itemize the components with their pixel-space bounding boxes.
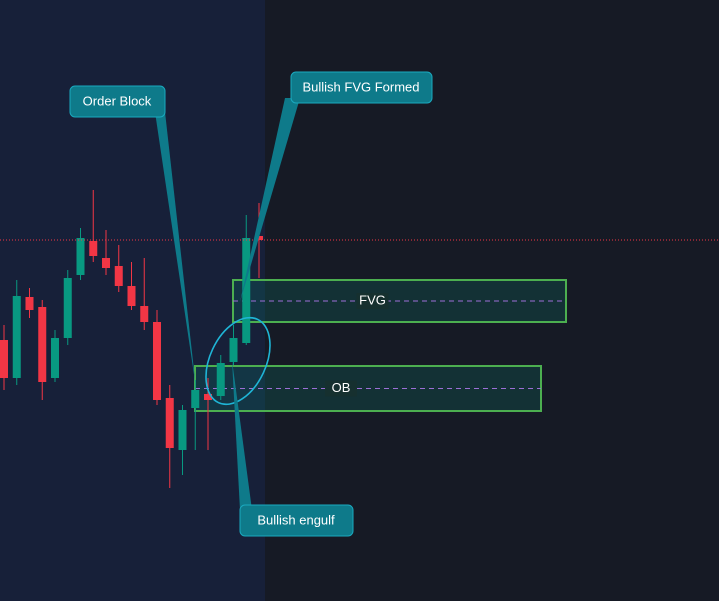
candle-body bbox=[25, 297, 34, 310]
candle-body bbox=[165, 398, 174, 448]
candle-body bbox=[153, 322, 161, 400]
candles bbox=[0, 190, 719, 488]
candle-body bbox=[204, 394, 212, 400]
zone-label-bg bbox=[356, 293, 389, 309]
candle-body bbox=[12, 296, 21, 378]
candle-body bbox=[114, 266, 123, 286]
callout bbox=[239, 504, 354, 537]
candle-body bbox=[216, 363, 225, 396]
zone-label: FVG bbox=[359, 292, 386, 307]
callout-pointer bbox=[240, 98, 300, 302]
candle-body bbox=[255, 236, 263, 240]
candle-body bbox=[191, 390, 200, 408]
candle-body bbox=[178, 410, 187, 450]
candle-body bbox=[102, 258, 110, 268]
candle-body bbox=[127, 286, 136, 306]
annotation: Bullish engulf bbox=[257, 512, 335, 527]
candle-body bbox=[229, 338, 238, 362]
candle-body bbox=[38, 307, 47, 382]
zone-label-bg bbox=[325, 380, 357, 397]
callout bbox=[290, 71, 433, 104]
candle-body bbox=[63, 278, 72, 338]
annotation: Bullish FVG Formed bbox=[302, 79, 419, 94]
annotation: Order Block bbox=[83, 93, 152, 108]
candle-body bbox=[0, 340, 8, 378]
callout bbox=[69, 85, 166, 118]
candle-body bbox=[89, 241, 98, 256]
candle-body bbox=[76, 238, 85, 275]
callout-pointer bbox=[232, 360, 252, 510]
candle-body bbox=[140, 306, 149, 322]
candle-body bbox=[242, 238, 251, 343]
candle-body bbox=[51, 338, 59, 378]
highlight-ellipse bbox=[205, 316, 271, 406]
callout-pointer bbox=[155, 112, 196, 388]
zone-label: OB bbox=[332, 380, 351, 395]
